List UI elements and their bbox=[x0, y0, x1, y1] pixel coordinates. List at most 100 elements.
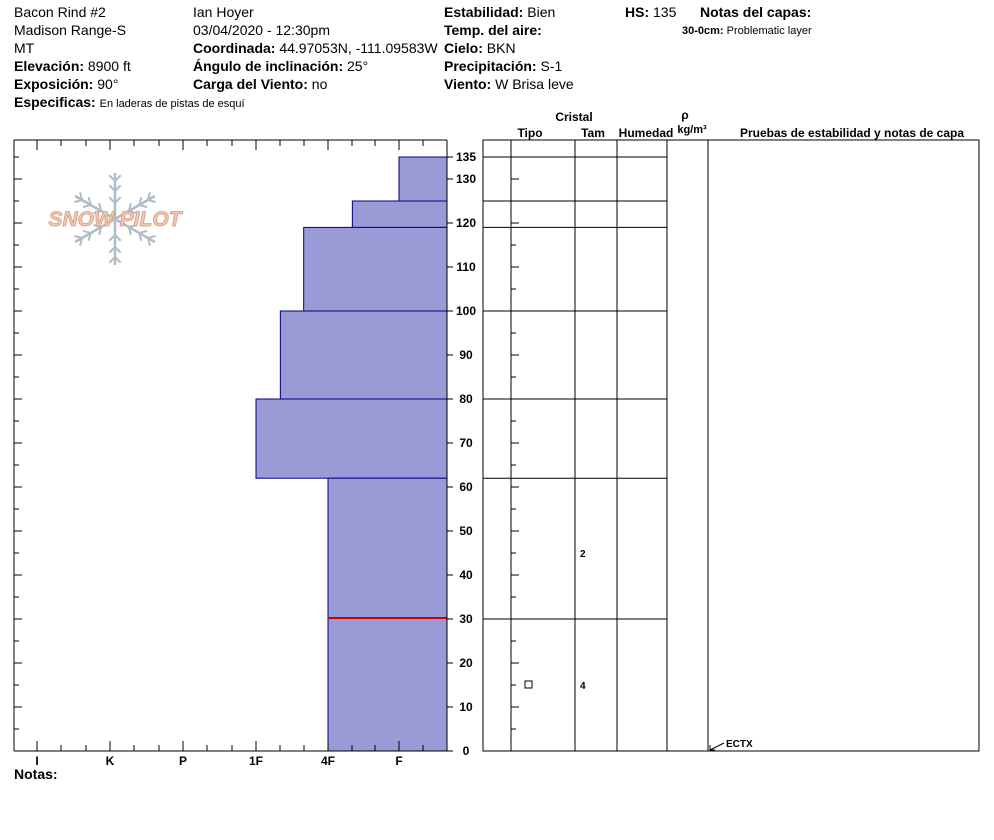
snowflake-branch bbox=[147, 199, 156, 204]
snowflake-branch bbox=[114, 246, 122, 254]
moisture-header: Humedad bbox=[619, 126, 674, 140]
snowflake-branch bbox=[82, 229, 92, 234]
snowflake-branch bbox=[147, 234, 156, 239]
hardness-axis: I K P 1F 4F F bbox=[13, 139, 447, 768]
crystal-size-label: 4 bbox=[580, 681, 586, 692]
precip-label: Precipitación: bbox=[444, 58, 537, 74]
precip-value: S-1 bbox=[540, 58, 563, 74]
height-axis-label: 135 bbox=[456, 150, 476, 164]
snowflake-branch bbox=[138, 229, 148, 234]
table-frame bbox=[482, 139, 980, 752]
sky-value: BKN bbox=[486, 40, 516, 56]
wind-label: Viento: bbox=[444, 76, 492, 92]
snowflake-branch bbox=[127, 203, 132, 212]
elevation-value: 8900 ft bbox=[87, 58, 131, 74]
hardness-label: F bbox=[395, 754, 402, 768]
wind-load-label: Carga del Viento: bbox=[193, 76, 308, 92]
coordinate-value: 44.97053N, -111.09583W bbox=[279, 40, 438, 56]
snowflake-branch bbox=[138, 197, 143, 206]
specifics-value: En laderas de pistas de esquí bbox=[99, 98, 245, 110]
observation-datetime: 03/04/2020 - 12:30pm bbox=[193, 22, 330, 38]
air-temp-label: Temp. del aire: bbox=[444, 22, 542, 38]
test-result-label: ECTX bbox=[726, 739, 753, 750]
tests-header: Pruebas de estabilidad y notas de capa bbox=[740, 126, 964, 140]
coordinate-label: Coordinada: bbox=[193, 40, 276, 56]
stability-row: Estabilidad: Bien bbox=[444, 3, 555, 21]
snowflake-branch bbox=[127, 226, 132, 235]
specifics-row: Especificas: En laderas de pistas de esq… bbox=[14, 93, 245, 113]
rho-header: ρ bbox=[681, 108, 688, 122]
snowflake-branch bbox=[87, 197, 92, 206]
sky-label: Cielo: bbox=[444, 40, 483, 56]
sky-row: Cielo: BKN bbox=[444, 39, 516, 57]
stability-label: Estabilidad: bbox=[444, 4, 524, 20]
height-axis-label: 130 bbox=[456, 172, 476, 186]
snowflake-branch bbox=[114, 234, 122, 242]
snowflake-branch bbox=[108, 174, 116, 182]
snowflake-branch bbox=[108, 196, 116, 204]
observer-name: Ian Hoyer bbox=[193, 4, 254, 20]
elevation-label: Elevación: bbox=[14, 58, 85, 74]
hs-row: HS: 135 bbox=[625, 3, 676, 21]
snowflake-branch bbox=[128, 210, 137, 215]
snowflake-branch bbox=[108, 234, 116, 242]
snowflake-branch bbox=[138, 232, 143, 241]
height-axis-label: 10 bbox=[459, 700, 473, 714]
logo-text: SNOW PILOT bbox=[49, 208, 184, 231]
snowflake-branch bbox=[114, 184, 122, 192]
slope-row: Ángulo de inclinación: 25° bbox=[193, 57, 368, 75]
height-axis-label: 80 bbox=[459, 392, 473, 406]
layer-note-text: Problematic layer bbox=[726, 25, 812, 37]
snowflake-branch bbox=[82, 204, 92, 209]
snowflake-branch bbox=[79, 237, 84, 246]
coordinate-row: Coordinada: 44.97053N, -111.09583W bbox=[193, 39, 438, 57]
snowflake-branch bbox=[74, 234, 83, 239]
snowflake-branch bbox=[93, 223, 102, 228]
layer-notes-label: Notas del capas: bbox=[700, 4, 812, 20]
height-axis-label: 30 bbox=[459, 612, 473, 626]
stability-value: Bien bbox=[527, 4, 556, 20]
air-temp-row: Temp. del aire: bbox=[444, 21, 542, 39]
snowflake-branch bbox=[98, 203, 103, 212]
height-axis-label: 90 bbox=[459, 348, 473, 362]
size-header: Tam bbox=[581, 126, 605, 140]
snowpilot-logo: SNOW PILOT bbox=[48, 173, 184, 265]
hardness-label: K bbox=[106, 754, 115, 768]
wind-load-row: Carga del Viento: no bbox=[193, 75, 327, 93]
faceted-crystal-symbol bbox=[524, 680, 533, 689]
snowflake-branch bbox=[108, 246, 116, 254]
wind-value: W Brisa leve bbox=[495, 76, 574, 92]
aspect-value: 90° bbox=[97, 76, 119, 92]
snowflake-branch bbox=[114, 196, 122, 204]
snowflake-branch bbox=[114, 174, 122, 182]
crystal-size-label: 2 bbox=[580, 549, 586, 560]
snowflake-branch bbox=[79, 192, 84, 201]
precip-row: Precipitación: S-1 bbox=[444, 57, 562, 75]
hardness-label: I bbox=[35, 754, 38, 768]
snowflake-branch bbox=[138, 204, 148, 209]
layer-note-row: 30-0cm: Problematic layer bbox=[682, 22, 812, 40]
hardness-layer bbox=[327, 477, 448, 752]
specifics-label: Especificas: bbox=[14, 94, 96, 110]
height-axis-label: 0 bbox=[463, 744, 470, 758]
snowflake-branch bbox=[108, 184, 116, 192]
hs-value: 135 bbox=[653, 4, 677, 20]
height-axis-label: 70 bbox=[459, 436, 473, 450]
height-axis-label: 120 bbox=[456, 216, 476, 230]
hardness-layer bbox=[303, 226, 448, 312]
layer-table: 2 4 ECTX bbox=[482, 139, 980, 752]
aspect-row: Exposición: 90° bbox=[14, 75, 118, 93]
site-name: Bacon Rind #2 bbox=[14, 4, 106, 20]
range-name: Madison Range-S bbox=[14, 22, 127, 38]
aspect-label: Exposición: bbox=[14, 76, 94, 92]
hardness-layer bbox=[398, 156, 448, 202]
test-pointer bbox=[709, 742, 725, 751]
hardness-label: 1F bbox=[249, 754, 263, 768]
crystal-header: Cristal bbox=[555, 110, 592, 124]
height-axis-label: 110 bbox=[456, 260, 476, 274]
slope-label: Ángulo de inclinación: bbox=[193, 58, 344, 74]
snowflake-branch bbox=[114, 256, 122, 264]
height-axis-label: 60 bbox=[459, 480, 473, 494]
snowflake-branch bbox=[98, 226, 103, 235]
wind-row: Viento: W Brisa leve bbox=[444, 75, 574, 93]
